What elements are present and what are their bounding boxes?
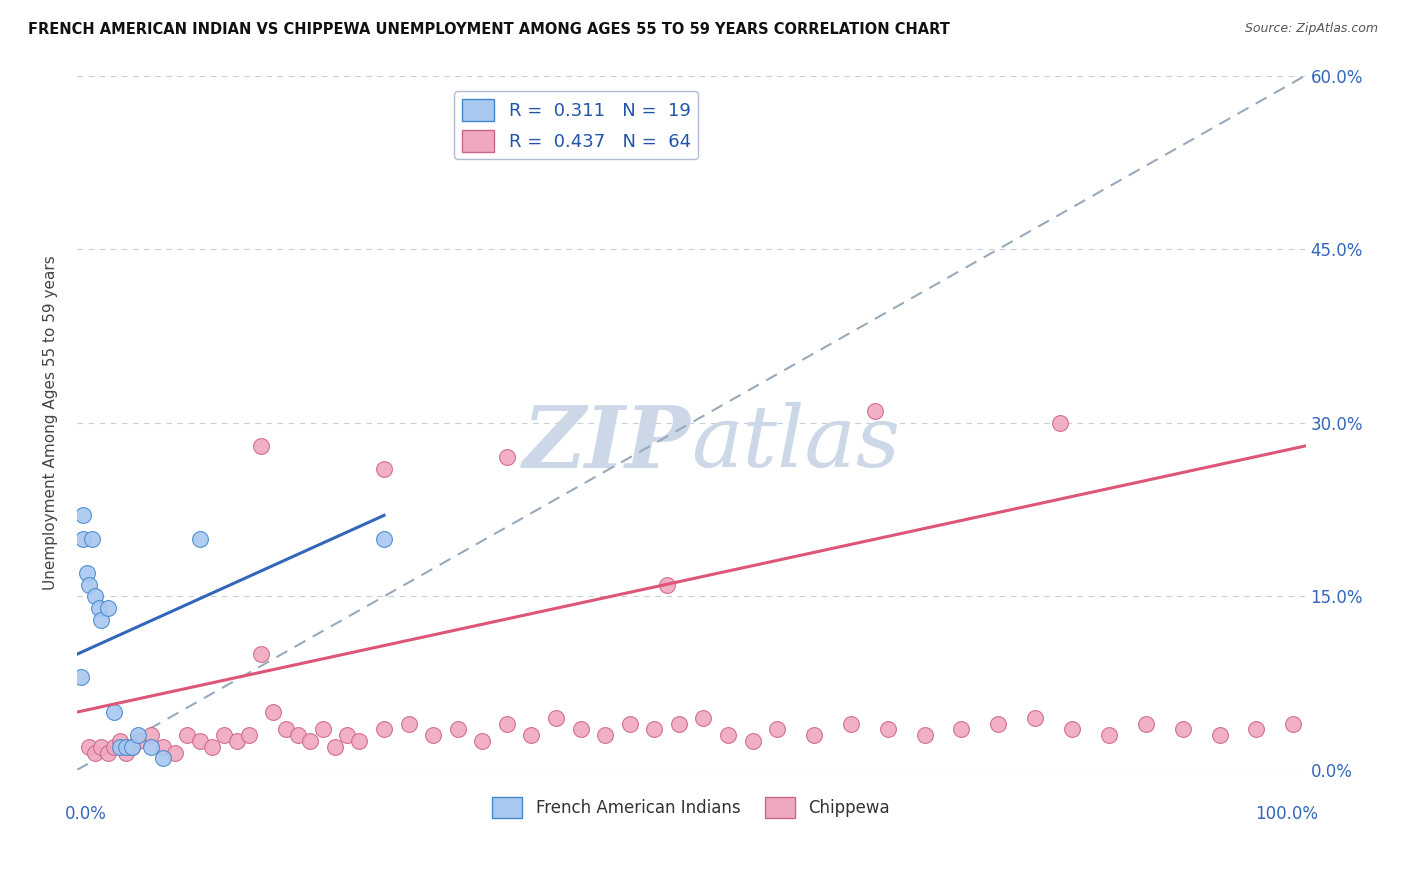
Point — [422, 728, 444, 742]
Point — [373, 723, 395, 737]
Point — [77, 739, 100, 754]
Point — [766, 723, 789, 737]
Point — [336, 728, 359, 742]
Point — [77, 578, 100, 592]
Point — [87, 601, 110, 615]
Point — [496, 450, 519, 465]
Text: Source: ZipAtlas.com: Source: ZipAtlas.com — [1244, 22, 1378, 36]
Point — [1246, 723, 1268, 737]
Point — [668, 716, 690, 731]
Point — [90, 739, 112, 754]
Point — [127, 734, 149, 748]
Point — [1024, 711, 1046, 725]
Point — [84, 746, 107, 760]
Point — [165, 746, 187, 760]
Point — [447, 723, 470, 737]
Point — [80, 532, 103, 546]
Point — [139, 728, 162, 742]
Point — [84, 590, 107, 604]
Point — [914, 728, 936, 742]
Point — [115, 746, 138, 760]
Point — [323, 739, 346, 754]
Point — [1135, 716, 1157, 731]
Point — [188, 532, 211, 546]
Point — [373, 462, 395, 476]
Point — [987, 716, 1010, 731]
Point — [76, 566, 98, 581]
Point — [274, 723, 297, 737]
Point — [865, 404, 887, 418]
Point — [97, 601, 120, 615]
Point — [121, 739, 143, 754]
Text: FRENCH AMERICAN INDIAN VS CHIPPEWA UNEMPLOYMENT AMONG AGES 55 TO 59 YEARS CORREL: FRENCH AMERICAN INDIAN VS CHIPPEWA UNEMP… — [28, 22, 950, 37]
Point — [152, 751, 174, 765]
Point — [643, 723, 665, 737]
Point — [90, 613, 112, 627]
Y-axis label: Unemployment Among Ages 55 to 59 years: Unemployment Among Ages 55 to 59 years — [44, 255, 58, 591]
Point — [250, 439, 273, 453]
Point — [103, 705, 125, 719]
Point — [121, 739, 143, 754]
Point — [1098, 728, 1121, 742]
Point — [287, 728, 309, 742]
Point — [299, 734, 322, 748]
Point — [950, 723, 973, 737]
Point — [471, 734, 494, 748]
Point — [311, 723, 333, 737]
Point — [225, 734, 247, 748]
Text: 0.0%: 0.0% — [65, 805, 107, 822]
Point — [803, 728, 825, 742]
Point — [717, 728, 740, 742]
Point — [839, 716, 862, 731]
Point — [876, 723, 898, 737]
Point — [108, 739, 131, 754]
Point — [103, 739, 125, 754]
Point — [188, 734, 211, 748]
Point — [72, 508, 94, 523]
Point — [1062, 723, 1084, 737]
Point — [398, 716, 420, 731]
Point — [127, 728, 149, 742]
Point — [152, 739, 174, 754]
Point — [262, 705, 284, 719]
Point — [593, 728, 616, 742]
Point — [69, 670, 91, 684]
Point — [1049, 416, 1071, 430]
Text: ZIP: ZIP — [523, 401, 692, 485]
Point — [97, 746, 120, 760]
Point — [655, 578, 678, 592]
Point — [176, 728, 198, 742]
Point — [72, 532, 94, 546]
Point — [115, 739, 138, 754]
Point — [544, 711, 567, 725]
Point — [201, 739, 224, 754]
Text: atlas: atlas — [692, 402, 900, 485]
Point — [373, 532, 395, 546]
Point — [349, 734, 371, 748]
Point — [1171, 723, 1194, 737]
Point — [214, 728, 236, 742]
Point — [496, 716, 519, 731]
Point — [1282, 716, 1305, 731]
Point — [569, 723, 592, 737]
Point — [692, 711, 714, 725]
Point — [520, 728, 543, 742]
Point — [1208, 728, 1230, 742]
Point — [619, 716, 641, 731]
Point — [139, 739, 162, 754]
Text: 100.0%: 100.0% — [1254, 805, 1317, 822]
Point — [238, 728, 260, 742]
Point — [741, 734, 763, 748]
Point — [108, 734, 131, 748]
Point — [250, 647, 273, 661]
Legend: French American Indians, Chippewa: French American Indians, Chippewa — [485, 790, 897, 824]
